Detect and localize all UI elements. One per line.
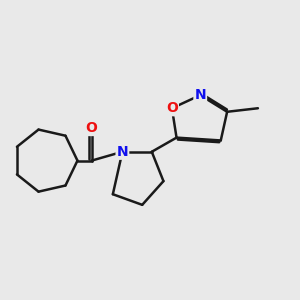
Text: O: O	[86, 121, 98, 135]
Text: O: O	[166, 101, 178, 115]
Text: N: N	[194, 88, 206, 102]
Text: N: N	[117, 145, 128, 159]
